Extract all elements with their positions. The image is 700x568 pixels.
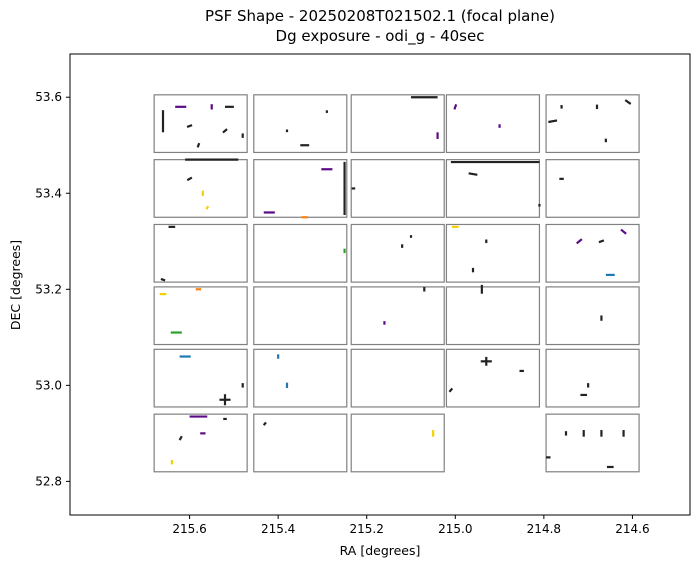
psf-segment [178,435,183,441]
ccd-outline-r1-c1 [253,159,348,218]
ccd-outline-r1-c4 [545,159,640,218]
ccd-outline-r3-c3 [445,286,541,346]
ccd-outline-r3-c2 [350,286,445,346]
psf-segment [160,277,166,282]
ccd-outline-r2-c2 [350,223,445,283]
ccd-outline-r1-c2 [350,159,445,218]
ccd-outline-r2-c0 [153,223,248,283]
ccd-outline-layer [153,94,640,473]
ccd-outline-r0-c1 [253,94,348,154]
psf-segment [448,387,454,393]
chart-title: PSF Shape - 20250208T021502.1 (focal pla… [205,7,555,25]
ccd-outline-r4-c1 [253,348,348,408]
ccd-outline-r3-c1 [253,286,348,346]
x-tick-label: 214.8 [527,522,561,536]
x-tick-label: 215.6 [172,522,206,536]
psf-segment [186,176,193,182]
psf-segment [222,128,228,134]
ccd-outline-r3-c0 [153,286,248,346]
x-tick-label: 215.4 [261,522,295,536]
x-axis-label: RA [degrees] [340,543,421,558]
ccd-outline-r2-c3 [445,223,541,283]
x-tick-label: 215.0 [438,522,472,536]
psf-segment [548,119,558,124]
chart-subtitle: Dg exposure - odi_g - 40sec [275,27,485,45]
psf-segment [186,124,193,128]
ccd-outline-r1-c3 [445,159,541,218]
psf-segment [598,239,605,244]
y-axis-label: DEC [degrees] [8,240,23,330]
x-axis-ticks: 215.6 215.4 215.2 215.0 214.8 214.6 [172,515,650,536]
y-tick-label: 53.0 [35,378,62,392]
ccd-outline-r5-c4 [545,413,640,473]
ccd-outline-r4-c0 [153,348,248,408]
ccd-outline-r4-c3 [445,348,541,408]
x-tick-label: 215.2 [350,522,384,536]
ccd-outline-r5-c1 [253,413,348,473]
ccd-outline-r5-c2 [350,413,445,473]
y-tick-label: 53.4 [35,186,62,200]
y-tick-label: 53.6 [35,90,62,104]
psf-segment [624,99,632,105]
y-axis-ticks: 52.8 53.0 53.2 53.4 53.6 [35,90,70,488]
ccd-outline-r4-c4 [545,348,640,408]
psf-segment [576,238,583,245]
ccd-outline-r2-c4 [545,223,640,283]
ccd-outline-r5-c0 [153,413,248,473]
psf-segment [196,142,201,148]
psf-segment [205,205,210,210]
ccd-outline-r0-c2 [350,94,445,154]
y-tick-label: 52.8 [35,474,62,488]
psf-segment [468,172,478,176]
psf-segment [262,421,267,426]
ccd-outline-r1-c0 [153,159,248,218]
ccd-outline-r3-c4 [545,286,640,346]
ccd-outline-r4-c2 [350,348,445,408]
chart-title-block: PSF Shape - 20250208T021502.1 (focal pla… [70,6,690,46]
ccd-outline-r0-c3 [445,94,541,154]
axes-frame [69,53,691,516]
y-tick-label: 53.2 [35,282,62,296]
x-tick-label: 214.6 [615,522,649,536]
psf-segment [620,228,627,235]
ccd-outline-r2-c1 [253,223,348,283]
ccd-outline-r0-c0 [153,94,248,154]
psf-segment-layer [159,96,632,469]
psf-segment [453,103,458,110]
ccd-outline-r0-c4 [545,94,640,154]
